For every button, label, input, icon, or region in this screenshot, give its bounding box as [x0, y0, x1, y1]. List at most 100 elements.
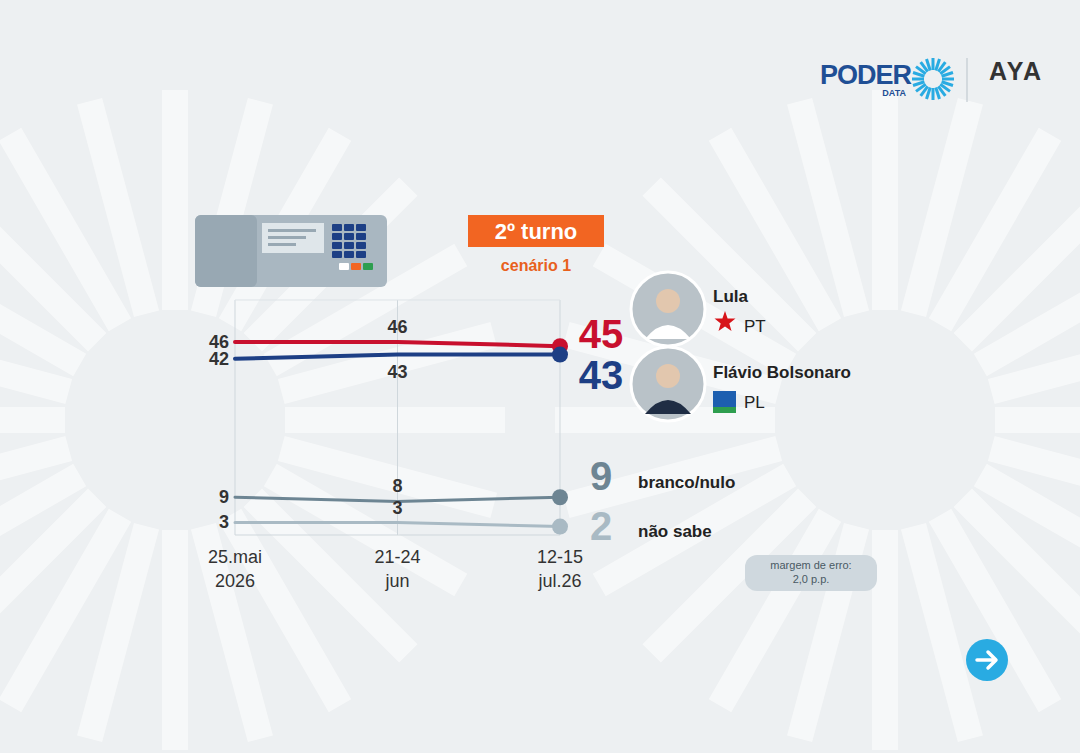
button-arrow — [977, 652, 996, 668]
ray — [566, 448, 779, 505]
ray — [0, 407, 65, 433]
end-point — [552, 519, 568, 535]
logo-sub: DATA — [882, 88, 906, 98]
series-name: branco/nulo — [638, 473, 735, 492]
logo-ray — [912, 78, 924, 81]
next-button[interactable] — [966, 639, 1008, 681]
icon-key — [356, 224, 366, 231]
ray — [995, 407, 1080, 433]
end-label: 9 — [590, 454, 612, 498]
data-label: 46 — [387, 317, 407, 337]
icon-line — [268, 229, 316, 232]
icon-line — [268, 243, 296, 246]
ray — [162, 530, 188, 750]
x-axis-line — [235, 535, 560, 536]
data-label: 8 — [392, 476, 402, 496]
candidate-photo — [631, 347, 705, 421]
logo-ray — [932, 88, 935, 100]
party-icon — [713, 391, 736, 413]
photo-body — [645, 325, 691, 339]
icon-body — [195, 215, 387, 287]
ray — [800, 101, 857, 314]
note-line: margem de erro: — [770, 559, 851, 571]
note-box — [745, 555, 877, 591]
logo: PODER — [820, 60, 912, 90]
end-point — [552, 489, 568, 505]
x-tick-label: 21-24 jun — [374, 547, 420, 591]
grid-line — [235, 300, 236, 535]
icon-screen — [262, 223, 324, 253]
background-rays — [0, 90, 1080, 750]
end-label: 43 — [579, 353, 624, 397]
x-tick-label-line: 21-24 — [374, 547, 420, 567]
end-label: 2 — [590, 504, 612, 548]
grid — [235, 300, 560, 535]
logo-ray — [942, 78, 954, 81]
button-circle — [966, 639, 1008, 681]
ray — [980, 255, 1080, 365]
logo-ray — [942, 73, 953, 77]
logo-ray — [927, 59, 931, 70]
partner-logo: AYA — [989, 57, 1043, 85]
x-tick-label-line: jul.26 — [537, 571, 581, 591]
end-point — [552, 347, 568, 363]
ray — [991, 335, 1080, 392]
ray — [0, 448, 69, 505]
labels: 464645424343989332 — [209, 312, 623, 547]
separator — [967, 58, 968, 102]
range-top-line — [235, 300, 560, 301]
icon-key — [344, 251, 354, 258]
ray — [162, 90, 188, 310]
icon-side — [195, 215, 257, 287]
icon-key — [356, 233, 366, 240]
ray — [90, 101, 147, 314]
series-line — [235, 355, 560, 359]
icon-key — [332, 233, 342, 240]
logo-ray — [913, 82, 924, 86]
end-label: 45 — [579, 312, 624, 356]
x-tick-label-line: 25.mai — [208, 547, 262, 567]
background — [0, 0, 1080, 753]
ballot-icon — [195, 215, 387, 287]
data-label: 3 — [392, 498, 402, 518]
marks — [235, 338, 568, 534]
ray — [0, 475, 80, 585]
title-box — [468, 215, 604, 247]
ray — [285, 407, 505, 433]
data-label: 42 — [209, 349, 229, 369]
x-tick-label-line: jun — [384, 571, 409, 591]
candidate-photo — [631, 272, 705, 346]
icon-key — [356, 242, 366, 249]
ray — [913, 526, 970, 739]
party-name: PT — [744, 317, 766, 336]
data-label: 9 — [219, 487, 229, 507]
series-line — [235, 522, 560, 526]
note-line: 2,0 p.p. — [793, 573, 830, 585]
icon-key — [332, 224, 342, 231]
candidate-name: Lula — [713, 287, 748, 306]
icon-line — [268, 236, 306, 239]
brand: PODERDATA AYA — [820, 57, 1043, 102]
icon-key — [351, 263, 361, 270]
title: 2º turno — [495, 219, 578, 244]
party-icon-stripe — [713, 407, 736, 413]
data-label: 3 — [219, 512, 229, 532]
icon-key — [344, 224, 354, 231]
data-label: 43 — [387, 362, 407, 382]
icon-key — [344, 233, 354, 240]
icon-key — [344, 242, 354, 249]
party-name: PL — [744, 393, 765, 412]
chart: PODERDATAAYA2º turnocenário 125.mai20262… — [0, 0, 1080, 753]
subtitle: cenário 1 — [501, 257, 571, 274]
photo-face — [656, 289, 680, 313]
logo-ray — [936, 88, 940, 99]
x-tick-label-line: 2026 — [215, 571, 255, 591]
x-tick-label-line: 12-15 — [537, 547, 583, 567]
icon-key — [332, 251, 342, 258]
x-tick-label: 12-15 jul.26 — [537, 547, 583, 591]
note: margem de erro: 2,0 p.p. — [770, 559, 851, 585]
icon-key — [356, 251, 366, 258]
party-icon — [715, 311, 736, 331]
logo-ray — [932, 58, 935, 70]
x-tick-label: 25.mai 2026 — [208, 547, 262, 591]
